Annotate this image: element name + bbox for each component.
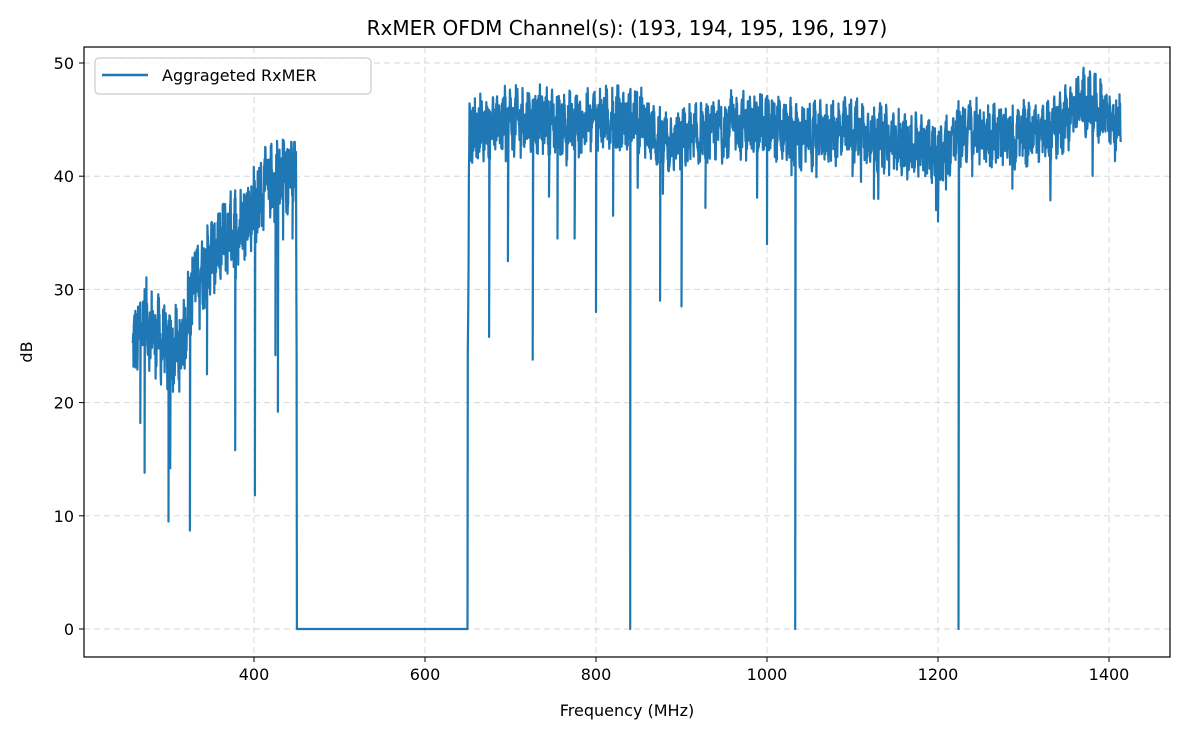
x-tick-label: 600 bbox=[410, 665, 441, 684]
legend: Aggrageted RxMER bbox=[94, 57, 372, 95]
y-tick-label: 30 bbox=[54, 280, 74, 299]
x-tick-label: 1400 bbox=[1089, 665, 1130, 684]
y-tick-label: 20 bbox=[54, 394, 74, 413]
x-tick-label: 1200 bbox=[918, 665, 959, 684]
y-tick-label: 40 bbox=[54, 167, 74, 186]
legend-label: Aggrageted RxMER bbox=[162, 66, 317, 85]
x-tick-label: 800 bbox=[581, 665, 612, 684]
rxmer-line bbox=[131, 66, 1122, 631]
x-tick-label: 400 bbox=[239, 665, 270, 684]
chart-title: RxMER OFDM Channel(s): (193, 194, 195, 1… bbox=[367, 16, 888, 40]
y-tick-label: 50 bbox=[54, 54, 74, 73]
y-tick-label: 10 bbox=[54, 507, 74, 526]
y-axis-label: dB bbox=[17, 341, 36, 362]
axis-ticks: 400 600 800 1000 1200 1400 0 10 20 30 40 50 bbox=[54, 54, 1130, 684]
y-tick-label: 0 bbox=[64, 620, 74, 639]
x-axis-label: Frequency (MHz) bbox=[560, 701, 694, 720]
x-tick-label: 1000 bbox=[747, 665, 788, 684]
plot-frame bbox=[83, 46, 1171, 658]
